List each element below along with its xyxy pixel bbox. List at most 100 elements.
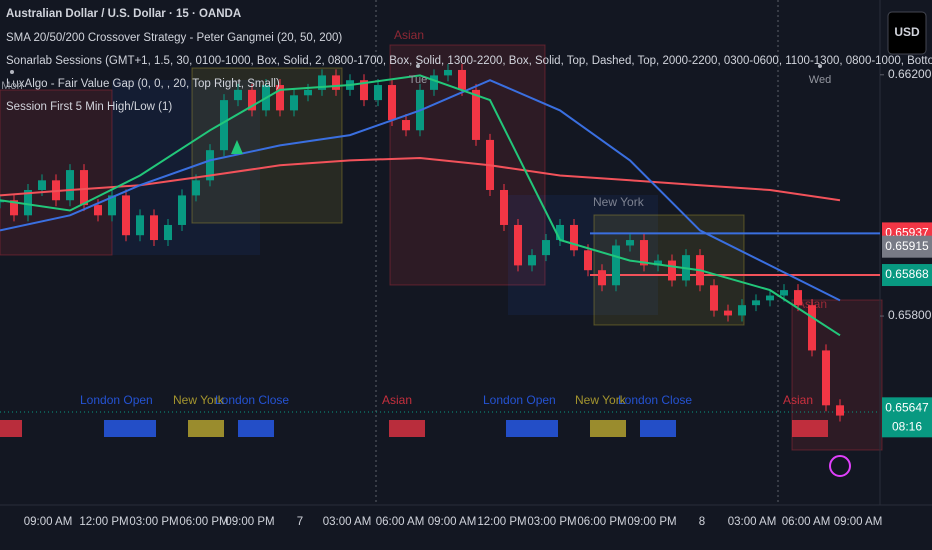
currency-label: USD bbox=[894, 25, 920, 39]
day-dot bbox=[10, 70, 14, 74]
candle bbox=[724, 310, 732, 316]
indicator-legend: SMA 20/50/200 Crossover Strategy - Peter… bbox=[6, 32, 342, 44]
session-bar bbox=[0, 420, 22, 437]
countdown: 08:16 bbox=[892, 419, 922, 433]
candle bbox=[822, 350, 830, 406]
candle bbox=[626, 240, 634, 246]
candle bbox=[248, 89, 256, 111]
candle bbox=[66, 170, 74, 201]
candle bbox=[220, 100, 228, 151]
candle bbox=[108, 195, 116, 216]
candle bbox=[668, 260, 676, 281]
x-tick-label: 09:00 AM bbox=[428, 516, 477, 528]
x-tick-label: 09:00 AM bbox=[834, 516, 883, 528]
candle bbox=[598, 270, 606, 286]
candle bbox=[458, 69, 466, 90]
alert-icon bbox=[829, 455, 851, 477]
session-box bbox=[508, 195, 658, 315]
session-box bbox=[0, 89, 113, 256]
candle bbox=[808, 305, 816, 351]
day-marker: Mon bbox=[1, 80, 22, 92]
candle bbox=[290, 95, 298, 111]
x-tick-label: 09:00 PM bbox=[225, 516, 274, 528]
indicator-legend: LuxAlgo - Fair Value Gap (0, 0, , 20, To… bbox=[6, 78, 280, 90]
x-tick-label: 06:00 AM bbox=[782, 516, 831, 528]
session-label: London Close bbox=[215, 393, 289, 407]
candle bbox=[332, 75, 340, 90]
candle bbox=[402, 120, 410, 131]
candle bbox=[150, 215, 158, 241]
session-label: Asian bbox=[783, 393, 813, 407]
candle bbox=[766, 295, 774, 301]
candle bbox=[640, 240, 648, 266]
day-dot bbox=[416, 64, 420, 68]
currency-button[interactable] bbox=[887, 11, 927, 55]
session-bar bbox=[590, 420, 626, 437]
x-tick-label: 03:00 PM bbox=[527, 516, 576, 528]
session-label: Asian bbox=[382, 393, 412, 407]
session-bar bbox=[104, 420, 156, 437]
x-tick-label: 03:00 AM bbox=[728, 516, 777, 528]
candle bbox=[136, 215, 144, 236]
x-tick-label: 03:00 PM bbox=[129, 516, 178, 528]
x-tick-label: 8 bbox=[699, 516, 705, 528]
candle bbox=[360, 80, 368, 101]
session-label: London Open bbox=[483, 393, 556, 407]
x-tick-label: 09:00 AM bbox=[24, 516, 73, 528]
candle bbox=[24, 189, 32, 216]
candle bbox=[780, 290, 788, 296]
candle bbox=[514, 224, 522, 266]
price-label-box bbox=[882, 397, 932, 438]
candle bbox=[206, 150, 214, 181]
price-label: 0.65868 bbox=[885, 267, 929, 281]
candle bbox=[192, 180, 200, 196]
session-label: New York bbox=[575, 393, 627, 407]
moving-average bbox=[0, 74, 841, 337]
candle bbox=[430, 75, 438, 90]
x-tick-label: 09:00 PM bbox=[627, 516, 676, 528]
candle bbox=[500, 189, 508, 225]
candle bbox=[276, 85, 284, 111]
y-tick-label: 0.65800 bbox=[888, 308, 932, 322]
day-marker: Tue bbox=[409, 74, 428, 86]
candle bbox=[374, 85, 382, 101]
candle bbox=[794, 290, 802, 306]
buy-signal bbox=[231, 140, 243, 154]
candle bbox=[710, 285, 718, 311]
candle bbox=[752, 300, 760, 306]
candle bbox=[738, 305, 746, 316]
candle bbox=[570, 224, 578, 251]
x-tick-label: 06:00 PM bbox=[179, 516, 228, 528]
session-bar bbox=[640, 420, 676, 437]
price-label: 0.65915 bbox=[885, 239, 929, 253]
candle bbox=[38, 180, 46, 190]
candle bbox=[80, 170, 88, 206]
candle bbox=[234, 89, 242, 101]
x-tick-label: 03:00 AM bbox=[323, 516, 372, 528]
candle bbox=[388, 85, 396, 121]
session-bar bbox=[188, 420, 224, 437]
candle bbox=[654, 260, 662, 266]
session-box-label: Asian bbox=[797, 297, 827, 311]
indicator-legend: Sonarlab Sessions (GMT+1, 1.5, 30, 0100-… bbox=[6, 55, 932, 67]
candle bbox=[10, 200, 18, 216]
price-label: 0.65647 bbox=[885, 400, 929, 414]
candle bbox=[528, 255, 536, 266]
symbol-title: Australian Dollar / U.S. Dollar · 15 · O… bbox=[6, 8, 241, 20]
session-bar bbox=[792, 420, 828, 437]
candle bbox=[178, 195, 186, 225]
session-box-label: Asian bbox=[394, 28, 424, 42]
x-tick-label: 06:00 PM bbox=[577, 516, 626, 528]
y-tick-label: 0.66200 bbox=[888, 67, 932, 81]
candle bbox=[612, 245, 620, 286]
x-tick-label: 06:00 AM bbox=[376, 516, 425, 528]
candle bbox=[444, 69, 452, 76]
session-bar bbox=[389, 420, 425, 437]
plot bbox=[0, 63, 880, 422]
x-tick-label: 12:00 PM bbox=[79, 516, 128, 528]
candle bbox=[584, 250, 592, 271]
candle bbox=[94, 205, 102, 216]
session-label: New York bbox=[173, 393, 225, 407]
legend-header: Australian Dollar / U.S. Dollar · 15 · O… bbox=[6, 8, 932, 113]
x-tick-label: 7 bbox=[297, 516, 303, 528]
